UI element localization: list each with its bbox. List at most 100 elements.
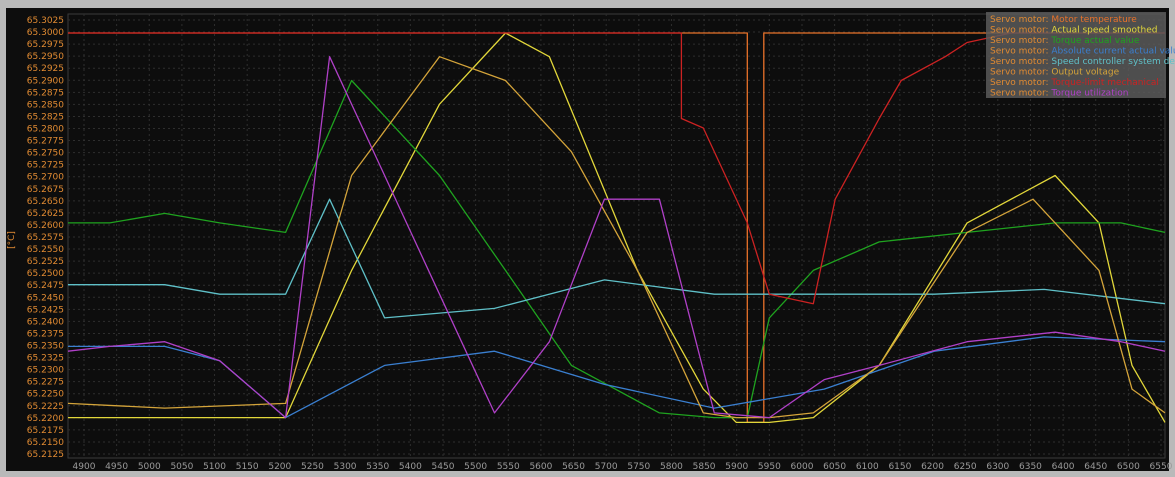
y-tick-label: 65.2775 [27, 137, 64, 147]
x-tick-label: 5000 [138, 462, 161, 472]
y-tick-label: 65.2950 [27, 52, 64, 62]
x-tick-label: 6200 [921, 462, 944, 472]
y-tick-label: 65.2525 [27, 257, 64, 267]
y-axis-ticks: 65.3025 65.3000 65.2975 65.2950 65.2925 65.29… [27, 16, 64, 460]
y-tick-label: 65.2725 [27, 161, 64, 171]
legend-entry: Servo motor: Torque actual value [990, 36, 1140, 46]
legend-series-name: Absolute current actual value [1051, 47, 1175, 57]
x-tick-label: 6000 [791, 462, 814, 472]
y-tick-label: 65.2700 [27, 173, 64, 183]
legend-series-name: Speed controller system deviation [1051, 57, 1175, 67]
x-tick-label: 6400 [1052, 462, 1075, 472]
x-tick-label: 4950 [105, 462, 128, 472]
x-tick-label: 5200 [268, 462, 291, 472]
x-tick-label: 6250 [954, 462, 977, 472]
x-tick-label: 6300 [986, 462, 1009, 472]
y-tick-label: 65.2650 [27, 197, 64, 207]
y-tick-label: 65.2425 [27, 305, 64, 315]
y-tick-label: 65.2600 [27, 221, 64, 231]
x-tick-label: 5150 [236, 462, 259, 472]
x-tick-label: 4900 [73, 462, 96, 472]
legend-series-name: Motor temperature [1051, 15, 1137, 25]
y-tick-label: 65.2875 [27, 88, 64, 98]
x-tick-label: 5300 [334, 462, 357, 472]
y-tick-label: 65.2375 [27, 329, 64, 339]
y-tick-label: 65.2550 [27, 245, 64, 255]
y-tick-label: 65.2325 [27, 354, 64, 364]
x-tick-label: 6150 [888, 462, 911, 472]
y-tick-label: 65.2350 [27, 342, 64, 352]
y-tick-label: 65.2450 [27, 293, 64, 303]
x-tick-label: 5350 [366, 462, 389, 472]
y-tick-label: 65.2625 [27, 209, 64, 219]
x-axis-ticks: 4900 4950 5000 5050 5100 5150 5200 5250 5300 5350… [73, 462, 1173, 472]
legend-entry: Servo motor: Torque-limit mechanical [990, 78, 1159, 88]
legend-series-name: Torque-limit mechanical [1050, 78, 1159, 88]
y-tick-label: 65.2250 [27, 390, 64, 400]
y-tick-label: 65.2125 [27, 450, 64, 460]
x-tick-label: 6100 [856, 462, 879, 472]
y-tick-label: 65.2300 [27, 366, 64, 376]
y-tick-label: 65.2225 [27, 402, 64, 412]
x-tick-label: 5800 [660, 462, 683, 472]
legend-box [986, 12, 1166, 98]
legend-prefix: Servo motor: [990, 68, 1051, 78]
y-tick-label: 65.2750 [27, 149, 64, 159]
legend-prefix: Servo motor: [990, 26, 1051, 36]
legend-entry: Servo motor: Output voltage [990, 68, 1120, 78]
x-tick-label: 5750 [627, 462, 650, 472]
x-tick-label: 5600 [529, 462, 552, 472]
x-tick-label: 5650 [562, 462, 585, 472]
x-tick-label: 5700 [595, 462, 618, 472]
series-line-6 [67, 56, 1166, 419]
y-tick-label: 65.2575 [27, 233, 64, 243]
y-tick-label: 65.3000 [27, 28, 64, 38]
x-tick-label: 5900 [725, 462, 748, 472]
y-tick-label: 65.2800 [27, 125, 64, 135]
legend-entry: Servo motor: Motor temperature [990, 15, 1137, 25]
x-tick-label: 6350 [1019, 462, 1042, 472]
series-line-5 [68, 198, 1166, 319]
legend-series-name: Actual speed smoothed [1051, 26, 1157, 36]
legend-entry: Servo motor: Torque utilization [990, 89, 1128, 99]
x-tick-label: 5450 [432, 462, 455, 472]
legend-prefix: Servo motor: [990, 15, 1051, 25]
x-tick-label: 6050 [823, 462, 846, 472]
series-line-2 [68, 32, 1166, 424]
y-tick-label: 65.2900 [27, 76, 64, 86]
y-tick-label: 65.2400 [27, 317, 64, 327]
y-tick-label: 65.3025 [27, 16, 64, 26]
legend-series-name: Torque actual value [1050, 36, 1139, 46]
series-line-8 [67, 56, 1166, 419]
legend-series-name: Torque utilization [1050, 89, 1128, 99]
y-tick-label: 65.2825 [27, 112, 64, 122]
y-axis-label: [°C] [7, 231, 17, 249]
y-tick-label: 65.2925 [27, 64, 64, 74]
y-tick-label: 65.2975 [27, 40, 64, 50]
x-tick-label: 6450 [1084, 462, 1107, 472]
y-tick-label: 65.2275 [27, 378, 64, 388]
plot-area [67, 13, 1166, 459]
x-tick-label: 5950 [758, 462, 781, 472]
legend-entry: Servo motor: Speed controller system dev… [990, 57, 1175, 67]
y-tick-label: 65.2200 [27, 414, 64, 424]
y-tick-label: 65.2175 [27, 426, 64, 436]
legend-entry: Servo motor: Actual speed smoothed [990, 26, 1157, 36]
legend-prefix: Servo motor: [990, 89, 1051, 99]
x-tick-label: 6550 [1150, 462, 1173, 472]
legend-prefix: Servo motor: [990, 36, 1051, 46]
y-tick-label: 65.2500 [27, 269, 64, 279]
legend-prefix: Servo motor: [990, 78, 1051, 88]
legend-prefix: Servo motor: [990, 57, 1051, 67]
y-tick-label: 65.2475 [27, 281, 64, 291]
legend-series-name: Output voltage [1051, 68, 1119, 78]
x-tick-label: 5250 [301, 462, 324, 472]
y-tick-label: 65.2675 [27, 185, 64, 195]
legend-prefix: Servo motor: [990, 47, 1051, 57]
x-tick-label: 6500 [1117, 462, 1140, 472]
x-tick-label: 5400 [399, 462, 422, 472]
legend-entry: Servo motor: Absolute current actual val… [990, 47, 1175, 57]
